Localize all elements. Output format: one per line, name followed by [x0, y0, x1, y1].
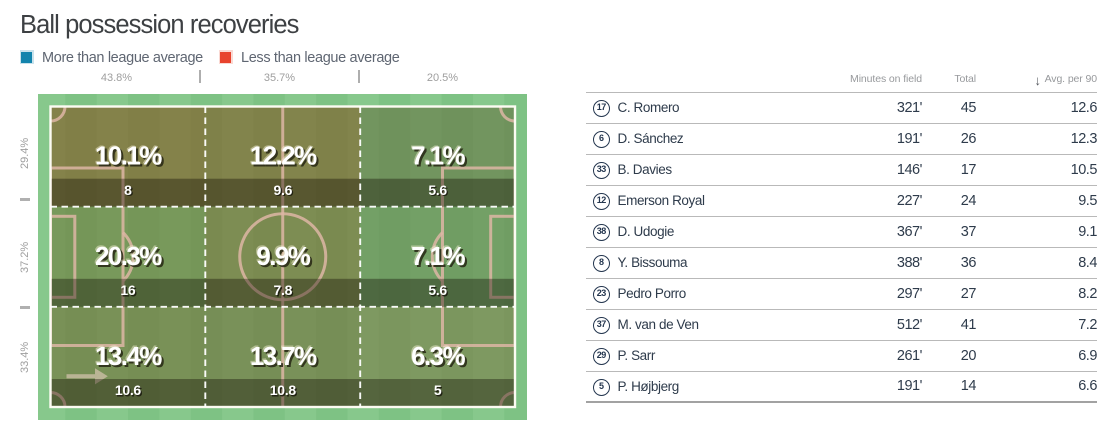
svg-text:20.3%: 20.3% [94, 240, 161, 270]
svg-text:7.1%: 7.1% [413, 243, 467, 273]
svg-text:16: 16 [120, 282, 135, 298]
svg-text:9.9%: 9.9% [255, 240, 309, 270]
svg-text:5: 5 [435, 384, 443, 400]
svg-text:7.1%: 7.1% [411, 141, 465, 171]
svg-text:10.1%: 10.1% [95, 141, 162, 171]
svg-text:13.4%: 13.4% [95, 341, 162, 371]
svg-text:13.4%: 13.4% [97, 343, 164, 373]
svg-text:5: 5 [434, 382, 442, 398]
svg-text:7.1%: 7.1% [410, 139, 464, 169]
svg-text:10.6: 10.6 [116, 384, 143, 400]
svg-text:20.3%: 20.3% [97, 243, 164, 273]
svg-text:7.1%: 7.1% [411, 241, 465, 271]
svg-text:7.1%: 7.1% [413, 143, 467, 173]
svg-text:5.6: 5.6 [428, 182, 447, 198]
svg-text:8: 8 [125, 183, 133, 199]
svg-text:13.7%: 13.7% [252, 343, 319, 373]
svg-text:6.3%: 6.3% [411, 341, 465, 371]
svg-text:9.9%: 9.9% [258, 243, 312, 273]
svg-text:12.2%: 12.2% [250, 141, 317, 171]
svg-text:16: 16 [122, 283, 137, 299]
svg-text:10.8: 10.8 [271, 384, 298, 400]
svg-text:13.4%: 13.4% [94, 340, 161, 370]
svg-text:9.6: 9.6 [274, 182, 293, 198]
svg-text:7.8: 7.8 [274, 282, 293, 298]
svg-text:6.3%: 6.3% [410, 340, 464, 370]
svg-text:7.8: 7.8 [275, 283, 294, 299]
svg-text:9.6: 9.6 [275, 183, 294, 199]
svg-text:8: 8 [124, 182, 132, 198]
svg-text:10.8: 10.8 [270, 382, 297, 398]
svg-text:5.6: 5.6 [430, 183, 449, 199]
svg-text:6.3%: 6.3% [413, 343, 467, 373]
svg-text:5.6: 5.6 [430, 283, 449, 299]
svg-text:10.6: 10.6 [115, 382, 142, 398]
svg-text:13.7%: 13.7% [249, 340, 316, 370]
svg-text:10.1%: 10.1% [97, 143, 164, 173]
svg-text:12.2%: 12.2% [252, 143, 319, 173]
svg-text:5.6: 5.6 [428, 282, 447, 298]
svg-text:13.7%: 13.7% [250, 341, 317, 371]
svg-text:10.1%: 10.1% [94, 139, 161, 169]
svg-text:20.3%: 20.3% [95, 241, 162, 271]
svg-text:12.2%: 12.2% [249, 139, 316, 169]
svg-text:9.9%: 9.9% [256, 241, 310, 271]
svg-text:7.1%: 7.1% [410, 240, 464, 270]
